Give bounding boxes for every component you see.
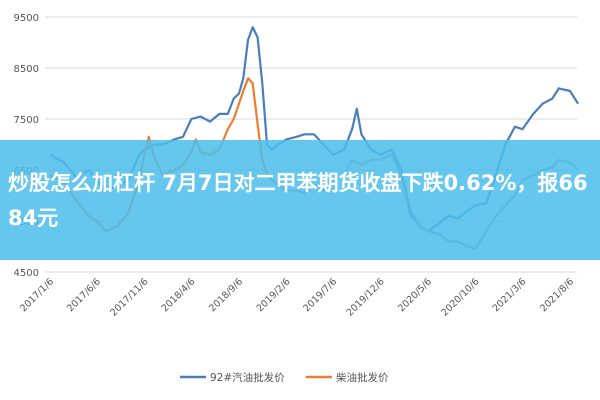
x-tick-label: 2020/10/6 (439, 276, 481, 318)
x-tick-label: 2019/2/6 (255, 276, 293, 314)
x-tick-label: 2017/1/6 (18, 276, 56, 314)
y-tick-label: 4500 (14, 268, 39, 279)
x-tick-label: 2018/4/6 (160, 276, 198, 314)
x-axis-ticks: 2017/1/6 2017/6/6 2017/11/6 2018/4/6 2018/9/… (18, 276, 576, 318)
headline-banner (0, 140, 600, 260)
x-tick-label: 2019/7/6 (301, 276, 339, 314)
x-tick-label: 2019/12/6 (345, 276, 387, 318)
x-tick-label: 2018/9/6 (207, 276, 245, 314)
x-tick-label: 2020/5/6 (396, 276, 434, 314)
y-tick-label: 9500 (14, 13, 39, 24)
legend-label: 柴油批发价 (336, 371, 389, 384)
x-tick-label: 2017/6/6 (65, 276, 103, 314)
legend: 92#汽油批发价 柴油批发价 (180, 371, 389, 384)
x-tick-label: 2017/11/6 (108, 276, 150, 318)
x-tick-label: 2021/3/6 (491, 276, 529, 314)
y-tick-label: 8500 (14, 64, 39, 75)
headline-text: 炒股怎么加杠杆 7月7日对二甲苯期货收盘下跌0.62%，报6684元 (8, 171, 588, 230)
y-tick-label: 7500 (14, 115, 39, 126)
legend-label: 92#汽油批发价 (210, 371, 285, 384)
x-tick-label: 2021/8/6 (538, 276, 576, 314)
